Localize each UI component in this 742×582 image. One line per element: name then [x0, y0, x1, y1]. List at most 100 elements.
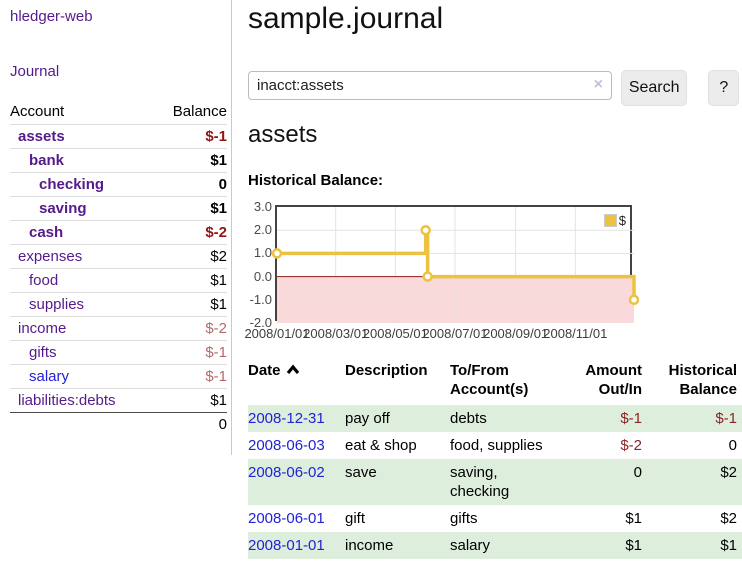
help-button[interactable]: ?	[708, 70, 740, 106]
transaction-accounts: saving, checking	[450, 459, 555, 505]
legend-label: $	[618, 213, 626, 228]
x-axis-tick: 2008/03/01	[303, 326, 369, 341]
historical-balance-chart: $ 3.0 2.0 1.0 0.0 -1.0 -2.0 2008/01/01 2008/03…	[244, 199, 642, 347]
transaction-accounts: salary	[450, 532, 555, 559]
transaction-date-link[interactable]: 2008-06-01	[248, 510, 325, 527]
transaction-accounts: gifts	[450, 510, 478, 527]
account-link[interactable]: supplies	[29, 296, 85, 313]
account-row: expenses $2	[10, 244, 227, 269]
transaction-amount: $-2	[620, 437, 642, 454]
y-axis-tick: -1.0	[249, 291, 272, 307]
register-header-description: Description	[345, 362, 428, 379]
x-axis-tick: 2008/05/01	[362, 326, 428, 341]
register-header-amount: Amount Out/In	[585, 362, 642, 398]
account-heading: assets	[248, 121, 318, 148]
x-axis-tick: 2008/09/01	[483, 326, 549, 341]
sort-asc-icon	[286, 361, 300, 380]
account-row: salary $-1	[10, 364, 227, 389]
account-row: liabilities:debts $1	[10, 388, 227, 413]
transaction-accounts: debts	[450, 405, 555, 432]
transaction-description: gift	[345, 510, 366, 527]
y-axis-tick: 3.0	[253, 199, 272, 214]
transaction-date-link[interactable]: 2008-12-31	[248, 410, 325, 427]
account-balance: $1	[153, 196, 227, 221]
account-link[interactable]: assets	[18, 128, 65, 145]
page-title: sample.journal	[248, 2, 444, 35]
account-row: saving $1	[10, 196, 227, 221]
transaction-balance: $2	[720, 510, 737, 527]
account-balance: $-1	[153, 124, 227, 149]
register-header-date[interactable]: Date	[248, 359, 345, 405]
account-row: supplies $1	[10, 292, 227, 317]
accounts-header-balance: Balance	[172, 103, 227, 120]
account-row: income $-2	[10, 316, 227, 341]
account-link[interactable]: income	[18, 320, 67, 337]
sidebar-item-journal[interactable]: Journal	[10, 63, 60, 80]
account-balance: $1	[153, 148, 227, 173]
account-link[interactable]: salary	[29, 368, 70, 385]
accounts-total-balance: 0	[153, 412, 227, 436]
account-balance: $-1	[153, 340, 227, 365]
account-balance: $1	[153, 292, 227, 317]
account-row: cash $-2	[10, 220, 227, 245]
x-axis-tick: 2008/01/01	[244, 326, 310, 341]
account-row: gifts $-1	[10, 340, 227, 365]
register-table: Date Description To/From Account(s) Amount…	[248, 359, 742, 559]
account-balance: $-1	[153, 364, 227, 389]
search-input[interactable]	[248, 71, 612, 100]
transaction-balance: $1	[642, 532, 742, 559]
app-brand-link[interactable]: hledger-web	[10, 8, 93, 25]
transaction-row: 2008-06-01 gift gifts $1 $2	[248, 505, 742, 532]
transaction-date-link[interactable]: 2008-06-03	[248, 437, 325, 454]
x-axis-tick: 2008/07/01	[422, 326, 488, 341]
chart-plot-area: $	[271, 205, 640, 323]
accounts-total-row: 0	[10, 412, 227, 436]
transaction-description: pay off	[345, 405, 450, 432]
search-form: × Search ?	[248, 70, 740, 106]
accounts-header-account: Account	[10, 103, 65, 120]
transaction-amount: $1	[555, 532, 642, 559]
x-axis-tick: 2008/11/01	[543, 326, 608, 341]
account-link[interactable]: liabilities:debts	[18, 392, 116, 409]
account-balance: $-2	[153, 316, 227, 341]
transaction-description: save	[345, 459, 450, 505]
account-balance: $2	[153, 244, 227, 269]
account-balance: $-2	[153, 220, 227, 245]
account-link[interactable]: saving	[39, 200, 87, 217]
transaction-balance: $2	[642, 459, 742, 505]
account-row: bank $1	[10, 148, 227, 173]
account-link[interactable]: food	[29, 272, 59, 289]
transaction-balance: $-1	[642, 405, 742, 432]
account-link[interactable]: cash	[29, 224, 64, 241]
clear-search-icon[interactable]: ×	[593, 76, 603, 93]
transaction-amount: $1	[625, 510, 642, 527]
register-header-tofrom: To/From Account(s)	[450, 362, 529, 398]
y-axis-tick: 2.0	[253, 222, 272, 238]
account-balance: $1	[153, 268, 227, 293]
chart-title: Historical Balance:	[248, 172, 384, 189]
account-link[interactable]: expenses	[18, 248, 83, 265]
transaction-row: 2008-12-31 pay off debts $-1 $-1	[248, 405, 742, 432]
register-header-historical: Historical Balance	[668, 362, 737, 398]
accounts-table: Account Balance assets $-1 bank $1 checking 0…	[10, 100, 227, 436]
sidebar: hledger-web Journal Account Balance asse…	[0, 0, 232, 455]
account-balance: $1	[153, 388, 227, 413]
transaction-accounts: food, supplies	[450, 437, 543, 454]
y-axis-tick: -2.0	[249, 315, 272, 330]
legend-swatch-icon	[603, 214, 617, 227]
transaction-balance: 0	[728, 437, 737, 454]
transaction-date-link[interactable]: 2008-01-01	[248, 537, 325, 554]
y-axis-tick: 0.0	[253, 268, 272, 284]
account-link[interactable]: checking	[39, 176, 105, 193]
account-link[interactable]: gifts	[29, 344, 57, 361]
account-row: food $1	[10, 268, 227, 293]
account-balance: 0	[153, 172, 227, 197]
account-link[interactable]: bank	[29, 152, 65, 169]
transaction-row: 2008-06-03 eat & shop food, supplies $-2 0	[248, 432, 742, 459]
chart-legend: $	[601, 212, 628, 229]
transaction-date-link[interactable]: 2008-06-02	[248, 464, 325, 481]
transaction-amount: $-1	[555, 405, 642, 432]
account-row: assets $-1	[10, 124, 227, 149]
transaction-description: income	[345, 532, 450, 559]
search-button[interactable]: Search	[621, 70, 688, 106]
